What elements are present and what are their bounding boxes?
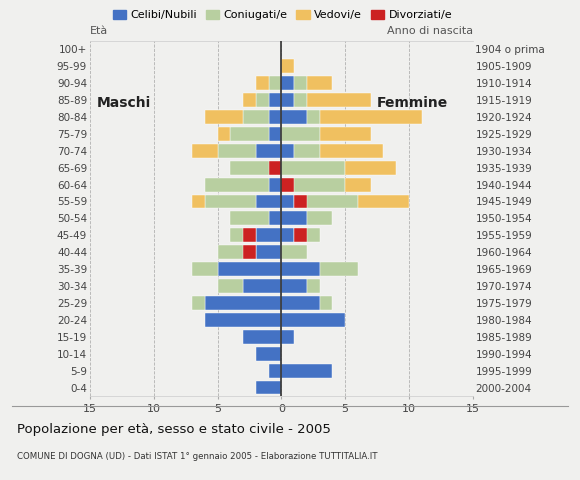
Bar bbox=[320, 262, 358, 276]
Bar bbox=[256, 245, 281, 259]
Bar bbox=[281, 212, 307, 225]
Bar bbox=[358, 194, 409, 208]
Bar bbox=[281, 76, 294, 90]
Bar bbox=[256, 144, 281, 157]
Bar bbox=[294, 144, 320, 157]
Bar bbox=[281, 178, 294, 192]
Bar bbox=[230, 212, 269, 225]
Bar bbox=[269, 76, 281, 90]
Bar bbox=[256, 194, 281, 208]
Bar bbox=[307, 212, 332, 225]
Bar bbox=[307, 93, 371, 107]
Bar bbox=[281, 262, 320, 276]
Bar bbox=[269, 178, 281, 192]
Bar bbox=[294, 194, 358, 208]
Legend: Celibi/Nubili, Coniugati/e, Vedovi/e, Divorziati/e: Celibi/Nubili, Coniugati/e, Vedovi/e, Di… bbox=[108, 6, 457, 25]
Bar bbox=[205, 313, 281, 327]
Bar bbox=[218, 127, 230, 141]
Bar bbox=[281, 296, 320, 310]
Text: Anno di nascita: Anno di nascita bbox=[387, 26, 473, 36]
Bar bbox=[243, 110, 269, 124]
Text: Età: Età bbox=[90, 26, 108, 36]
Bar bbox=[256, 76, 269, 90]
Bar bbox=[294, 228, 307, 242]
Bar bbox=[294, 93, 307, 107]
Bar bbox=[281, 178, 345, 192]
Bar bbox=[192, 194, 205, 208]
Bar bbox=[307, 279, 320, 293]
Bar bbox=[307, 110, 320, 124]
Bar bbox=[218, 144, 256, 157]
Bar bbox=[230, 228, 256, 242]
Bar bbox=[281, 161, 345, 175]
Bar bbox=[230, 161, 281, 175]
Bar bbox=[281, 313, 345, 327]
Bar bbox=[243, 330, 281, 344]
Bar bbox=[281, 245, 307, 259]
Bar bbox=[307, 76, 332, 90]
Text: COMUNE DI DOGNA (UD) - Dati ISTAT 1° gennaio 2005 - Elaborazione TUTTITALIA.IT: COMUNE DI DOGNA (UD) - Dati ISTAT 1° gen… bbox=[17, 453, 378, 461]
Bar bbox=[320, 127, 371, 141]
Bar bbox=[281, 330, 294, 344]
Bar bbox=[281, 144, 294, 157]
Bar bbox=[320, 296, 332, 310]
Bar bbox=[192, 296, 205, 310]
Bar bbox=[192, 144, 218, 157]
Text: Popolazione per età, sesso e stato civile - 2005: Popolazione per età, sesso e stato civil… bbox=[17, 423, 331, 436]
Text: Maschi: Maschi bbox=[96, 96, 151, 110]
Bar bbox=[205, 194, 256, 208]
Bar bbox=[256, 228, 281, 242]
Bar bbox=[281, 194, 294, 208]
Bar bbox=[269, 212, 281, 225]
Bar bbox=[243, 93, 256, 107]
Bar bbox=[320, 110, 422, 124]
Bar bbox=[205, 110, 243, 124]
Text: Femmine: Femmine bbox=[377, 96, 448, 110]
Bar bbox=[243, 245, 256, 259]
Bar bbox=[281, 228, 294, 242]
Bar bbox=[320, 144, 383, 157]
Bar bbox=[281, 59, 294, 73]
Bar bbox=[294, 76, 307, 90]
Bar bbox=[243, 228, 256, 242]
Bar bbox=[205, 296, 281, 310]
Bar bbox=[294, 228, 320, 242]
Bar bbox=[269, 93, 281, 107]
Bar bbox=[218, 279, 243, 293]
Bar bbox=[269, 161, 281, 175]
Bar bbox=[269, 127, 281, 141]
Bar bbox=[281, 110, 307, 124]
Bar bbox=[269, 364, 281, 378]
Bar bbox=[345, 178, 371, 192]
Bar bbox=[192, 262, 218, 276]
Bar bbox=[218, 245, 256, 259]
Bar bbox=[218, 262, 281, 276]
Bar bbox=[230, 127, 269, 141]
Bar bbox=[269, 110, 281, 124]
Bar bbox=[281, 364, 332, 378]
Bar bbox=[281, 279, 307, 293]
Bar bbox=[345, 161, 396, 175]
Bar bbox=[205, 178, 269, 192]
Bar bbox=[256, 93, 269, 107]
Bar bbox=[243, 279, 281, 293]
Bar bbox=[294, 194, 307, 208]
Bar bbox=[281, 93, 294, 107]
Bar bbox=[281, 127, 320, 141]
Bar bbox=[256, 347, 281, 360]
Bar bbox=[256, 381, 281, 395]
